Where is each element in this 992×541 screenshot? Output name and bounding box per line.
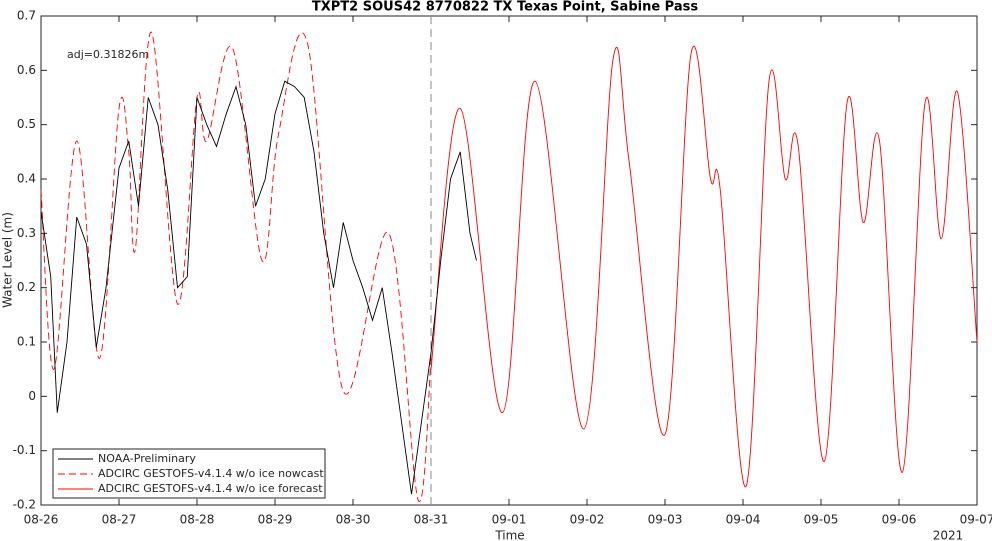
y-tick-label: -0.2: [13, 498, 36, 512]
series-line: [430, 45, 978, 488]
y-tick-label: 0.3: [17, 226, 36, 240]
legend-box: [52, 448, 326, 499]
y-tick-label: 0: [28, 389, 36, 403]
y-tick-label: 0.6: [17, 63, 36, 77]
x-tick-label: 09-05: [804, 513, 839, 527]
y-axis-label: Water Level (m): [1, 212, 15, 308]
legend-label: NOAA-Preliminary: [98, 452, 196, 465]
y-tick-label: 0.2: [17, 280, 36, 294]
x-year-label: 2021: [933, 529, 964, 541]
x-tick-label: 08-26: [24, 513, 59, 527]
x-tick-label: 08-28: [180, 513, 215, 527]
legend-label: ADCIRC GESTOFS-v4.1.4 w/o ice nowcast: [98, 467, 324, 480]
x-tick-label: 09-03: [648, 513, 683, 527]
y-tick-label: 0.7: [17, 9, 36, 23]
y-tick-label: 0.1: [17, 335, 36, 349]
x-axis-label: Time: [494, 529, 524, 541]
series-line: [40, 80, 477, 495]
chart-title: TXPT2 SOUS42 8770822 TX Texas Point, Sab…: [312, 0, 698, 15]
y-tick-label: 0.4: [17, 172, 36, 186]
series-line: [40, 31, 432, 503]
legend-label: ADCIRC GESTOFS-v4.1.4 w/o ice forecast: [98, 482, 323, 495]
x-tick-label: 09-07: [960, 513, 992, 527]
x-tick-label: 09-02: [570, 513, 605, 527]
y-tick-label: 0.5: [17, 117, 36, 131]
annotation: adj=0.31826m: [67, 48, 149, 61]
x-tick-label: 09-06: [882, 513, 917, 527]
plot-area: [40, 15, 978, 506]
x-tick-label: 08-30: [336, 513, 371, 527]
x-tick-label: 09-01: [492, 513, 527, 527]
x-tick-label: 08-27: [102, 513, 137, 527]
x-tick-label: 08-31: [414, 513, 449, 527]
x-tick-label: 08-29: [258, 513, 293, 527]
x-tick-label: 09-04: [726, 513, 761, 527]
y-tick-label: -0.1: [13, 443, 36, 457]
